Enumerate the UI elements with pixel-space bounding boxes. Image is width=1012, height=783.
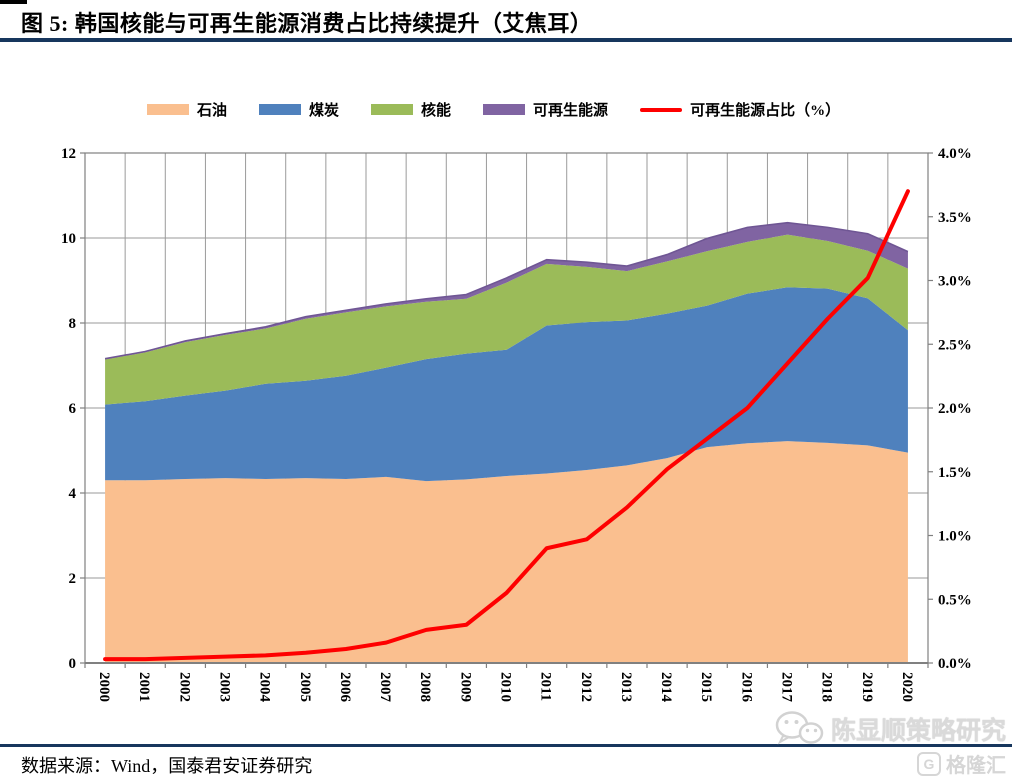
chart-canvas: 0 2 4 6 8 10 12 0.0% 0.5% 1.0% 1.5% 2.0% 2.5% 3.0% 3.5… <box>61 146 972 703</box>
title-rule <box>0 38 1012 42</box>
renewables-swatch <box>483 104 526 115</box>
x-tick-label: 2013 <box>618 672 634 702</box>
y-right-tick-label: 3.0% <box>938 274 972 290</box>
watermark-row2: G 格隆汇 <box>773 749 1006 778</box>
legend-item-renewables: 可再生能源 <box>483 99 608 120</box>
legend-label-oil: 石油 <box>197 103 228 119</box>
coal-swatch <box>259 104 302 115</box>
y-right-tick-label: 4.0% <box>938 146 972 162</box>
chart-legend: 石油 煤炭 核能 可再生能源 可再生能源占比（%） <box>147 99 840 120</box>
coal-area <box>105 287 908 482</box>
legend-label-renewable-share: 可再生能源占比（%） <box>690 103 841 119</box>
y-right-tick-label: 1.0% <box>938 529 972 545</box>
x-tick-label: 2010 <box>498 672 514 702</box>
legend-item-coal: 煤炭 <box>259 99 339 120</box>
y-right-tick-label: 3.5% <box>938 210 972 226</box>
x-tick-label: 2000 <box>96 672 112 702</box>
x-tick-label: 2006 <box>337 672 353 703</box>
x-tick-label: 2004 <box>257 672 273 703</box>
y-right-tick-label: 2.0% <box>938 401 972 417</box>
x-tick-label: 2014 <box>658 672 674 703</box>
x-tick-label: 2011 <box>538 672 554 701</box>
legend-item-renewable-share: 可再生能源占比（%） <box>640 99 840 120</box>
wechat-icon <box>775 711 824 745</box>
y-left-tick-label: 12 <box>61 146 76 162</box>
x-tick-label: 2007 <box>377 672 393 703</box>
gelonghui-logo-text: 格隆汇 <box>946 755 1006 777</box>
y-left-tick-label: 8 <box>69 316 77 332</box>
legend-label-nuclear: 核能 <box>421 103 452 119</box>
renewable-share-line-swatch <box>640 107 683 112</box>
oil-swatch <box>147 104 189 115</box>
watermark: 陈显顺策略研究 G 格隆汇 <box>773 710 1006 778</box>
oil-area <box>105 441 908 663</box>
nuclear-area <box>105 234 908 405</box>
x-tick-label: 2019 <box>859 672 875 702</box>
x-tick-label: 2009 <box>457 672 473 702</box>
renewable-share-line <box>103 189 910 662</box>
y-right-tick-label: 0.5% <box>938 592 972 608</box>
x-tick-label: 2015 <box>698 672 714 702</box>
watermark-text: 陈显顺策略研究 <box>830 718 1006 745</box>
y-right-tick-label: 1.5% <box>938 465 972 481</box>
legend-label-coal: 煤炭 <box>309 103 340 119</box>
stack-top-edge <box>104 221 909 360</box>
renewables-area <box>105 222 908 360</box>
y-right-tick-label: 0.0% <box>938 656 972 672</box>
x-tick-label: 2018 <box>819 672 835 702</box>
legend-label-renewables: 可再生能源 <box>533 103 609 119</box>
x-tick-label: 2002 <box>176 672 192 702</box>
x-tick-label: 2001 <box>136 672 152 702</box>
data-source-note: 数据来源：Wind，国泰君安证券研究 <box>21 756 313 776</box>
gelonghui-logo-icon: G <box>917 751 941 776</box>
x-tick-label: 2012 <box>578 672 594 702</box>
figure-title: 图 5: 韩国核能与可再生能源消费占比持续提升（艾焦耳） <box>21 11 593 36</box>
y-left-tick-label: 6 <box>69 401 77 417</box>
x-tick-label: 2008 <box>417 672 433 702</box>
legend-item-nuclear: 核能 <box>371 99 451 120</box>
corner-mark <box>0 0 27 4</box>
nuclear-swatch <box>371 104 414 115</box>
watermark-row1: 陈显顺策略研究 <box>773 710 1006 748</box>
chart-area: 0 2 4 6 8 10 12 0.0% 0.5% 1.0% 1.5% 2.0% 2.5% 3.0% 3.5… <box>0 130 1012 730</box>
x-tick-label: 2005 <box>297 672 313 702</box>
x-tick-label: 2020 <box>899 672 915 702</box>
y-left-tick-label: 0 <box>69 656 77 672</box>
legend-item-oil: 石油 <box>147 99 227 120</box>
x-tick-label: 2017 <box>779 672 795 703</box>
y-left-tick-label: 2 <box>69 571 77 587</box>
y-left-tick-label: 4 <box>69 486 77 502</box>
footer-rule <box>0 744 1012 747</box>
y-left-tick-label: 10 <box>61 231 76 247</box>
y-right-tick-label: 2.5% <box>938 337 972 353</box>
x-tick-label: 2003 <box>217 672 233 702</box>
x-tick-label: 2016 <box>738 672 754 703</box>
